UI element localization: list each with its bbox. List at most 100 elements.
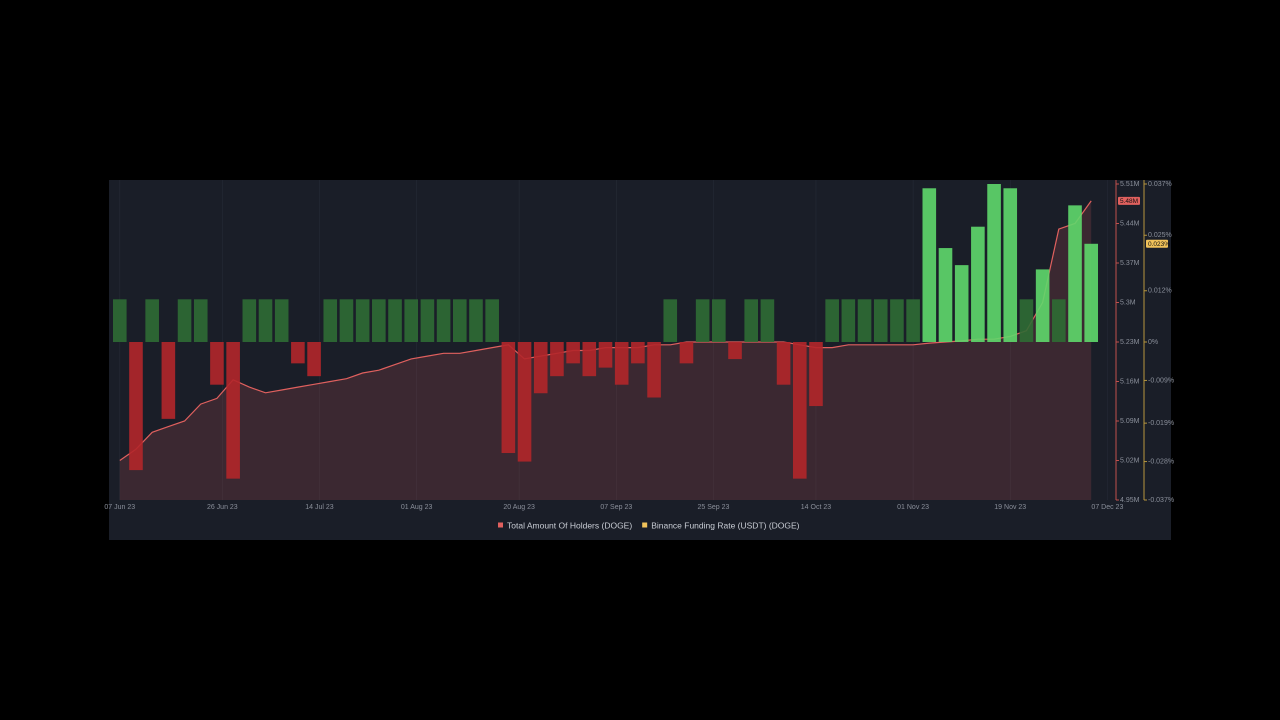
- funding-bar: [906, 299, 920, 342]
- y-tick-label: 5.44M: [1120, 220, 1140, 227]
- x-tick-label: 26 Jun 23: [207, 504, 238, 511]
- funding-bar: [129, 342, 143, 471]
- funding-bar: [663, 299, 678, 342]
- funding-bar: [323, 299, 338, 342]
- y-tick-label: 5.16M: [1120, 378, 1140, 385]
- last-value-badge: [1118, 196, 1140, 205]
- funding-bar: [274, 299, 289, 342]
- funding-bar: [145, 299, 159, 342]
- funding-bar: [339, 299, 354, 342]
- funding-bar: [210, 342, 224, 385]
- funding-bar: [954, 265, 969, 342]
- funding-bar: [258, 299, 273, 342]
- funding-bar: [873, 299, 888, 342]
- funding-bar: [792, 342, 807, 479]
- x-tick-label: 14 Oct 23: [801, 504, 831, 511]
- funding-bar: [1084, 243, 1099, 342]
- funding-bar: [112, 299, 127, 342]
- y2-tick-label: -0.009%: [1148, 377, 1174, 384]
- y-tick-label: 5.51M: [1120, 181, 1140, 188]
- funding-bar: [372, 299, 386, 342]
- y-tick-label: 4.95M: [1120, 497, 1140, 504]
- marks: [112, 184, 1099, 500]
- funding-bar: [744, 299, 759, 342]
- funding-bar: [809, 342, 823, 407]
- funding-bar: [614, 342, 629, 385]
- funding-bar: [404, 299, 419, 342]
- y2-tick-label: 0.012%: [1148, 288, 1172, 295]
- x-tick-label: 25 Sep 23: [697, 504, 729, 511]
- legend-swatch: [498, 522, 503, 528]
- funding-bar: [1019, 299, 1034, 342]
- legend-swatch: [642, 522, 648, 528]
- x-tick-label: 14 Jul 23: [305, 504, 334, 511]
- y2-tick-label: 0%: [1148, 339, 1158, 346]
- funding-bar: [550, 342, 564, 377]
- funding-bar: [193, 299, 208, 342]
- x-tick-label: 07 Jun 23: [104, 504, 135, 511]
- funding-bar: [987, 184, 1001, 342]
- x-tick-label: 01 Nov 23: [897, 504, 929, 511]
- y-tick-label: 5.02M: [1120, 457, 1140, 464]
- funding-bar: [712, 299, 726, 342]
- last-value-label: 5.48M: [1120, 198, 1138, 205]
- funding-bar: [971, 226, 985, 342]
- funding-bar: [226, 342, 240, 479]
- funding-bar: [695, 299, 710, 342]
- x-tick-label: 07 Sep 23: [600, 504, 632, 511]
- y-tick-label: 5.37M: [1120, 260, 1140, 267]
- funding-bar: [420, 299, 435, 342]
- funding-bar: [1035, 269, 1050, 342]
- y2-tick-label: -0.037%: [1148, 497, 1174, 504]
- funding-bar: [161, 342, 176, 419]
- funding-bar: [533, 342, 548, 394]
- funding-bar: [517, 342, 532, 462]
- funding-bar: [890, 299, 904, 342]
- funding-bar: [760, 299, 775, 342]
- y2-tick-label: 0.025%: [1148, 232, 1172, 239]
- legend-label[interactable]: Total Amount Of Holders (DOGE): [507, 520, 632, 530]
- legend-label[interactable]: Binance Funding Rate (USDT) (DOGE): [651, 520, 799, 530]
- funding-bar: [598, 342, 613, 368]
- x-tick-label: 01 Aug 23: [401, 504, 433, 511]
- funding-bar: [825, 299, 839, 342]
- x-tick-label: 07 Dec 23: [1091, 504, 1123, 511]
- x-tick-label: 20 Aug 23: [503, 504, 535, 511]
- funding-bar: [857, 299, 872, 342]
- funding-bar: [938, 248, 953, 342]
- funding-bar: [388, 299, 402, 342]
- funding-bar: [728, 342, 742, 360]
- x-tick-label: 19 Nov 23: [994, 504, 1026, 511]
- axes: 5.51M 5.44M 5.37M 5.3M 5.23M 5.16M 5.09M 5.02M 4…: [104, 180, 1174, 511]
- legend: Total Amount Of Holders (DOGE) Binance Fu…: [498, 520, 800, 530]
- y2-tick-label: 0.037%: [1148, 181, 1172, 188]
- funding-bar: [679, 342, 694, 364]
- funding-bar: [452, 299, 467, 342]
- funding-bar: [501, 342, 516, 454]
- funding-bar: [242, 299, 257, 342]
- funding-bar: [631, 342, 645, 364]
- funding-bar: [436, 299, 451, 342]
- funding-bar: [1003, 188, 1018, 342]
- funding-bar: [307, 342, 321, 377]
- y2-tick-label: -0.028%: [1148, 458, 1174, 465]
- funding-bar: [291, 342, 305, 364]
- funding-bar: [485, 299, 499, 342]
- y-tick-label: 5.3M: [1120, 299, 1136, 306]
- funding-bar: [841, 299, 856, 342]
- y2-tick-label: -0.019%: [1148, 420, 1174, 427]
- funding-bar: [566, 342, 580, 364]
- funding-bar: [776, 342, 791, 385]
- funding-bar: [355, 299, 370, 342]
- funding-bar: [647, 342, 661, 398]
- funding-bar: [177, 299, 192, 342]
- y-tick-label: 5.23M: [1120, 339, 1140, 346]
- y-tick-label: 5.09M: [1120, 418, 1140, 425]
- funding-bar: [469, 299, 483, 342]
- funding-bar: [582, 342, 597, 377]
- funding-bar: [922, 188, 937, 342]
- last-value-label: 0.023%: [1148, 241, 1170, 248]
- last-value-badge: [1146, 239, 1168, 248]
